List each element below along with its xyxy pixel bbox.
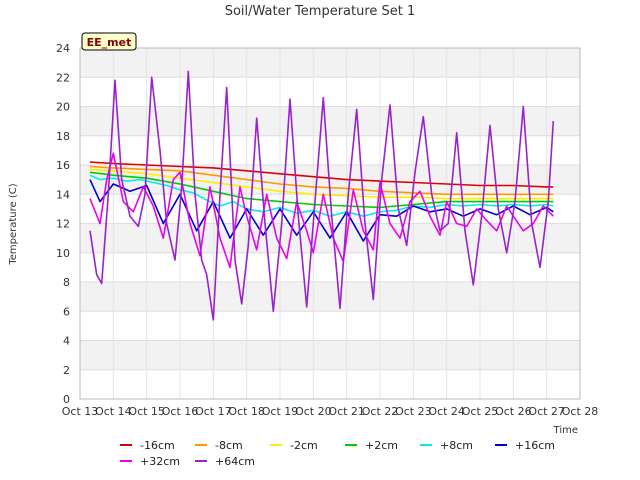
legend-label: -2cm [290, 439, 318, 452]
y-tick-label: 18 [56, 130, 70, 143]
plot-band [80, 282, 580, 312]
x-tick-label: Oct 28 [562, 405, 599, 418]
x-tick-label: Oct 16 [162, 405, 199, 418]
y-tick-label: 10 [56, 247, 70, 260]
series-line-32cm [89, 152, 554, 269]
plot-band [80, 340, 580, 370]
legend-label: -16cm [140, 439, 175, 452]
y-tick-label: 6 [63, 305, 70, 318]
x-tick-label: Oct 23 [395, 405, 432, 418]
plot-frame [79, 47, 581, 400]
legend-label: -8cm [215, 439, 243, 452]
y-axis-label: Temperature (C) [8, 183, 19, 265]
y-tick-label: 0 [63, 393, 70, 406]
y-tick-label: 8 [63, 276, 70, 289]
y-tick-label: 2 [63, 364, 70, 377]
x-tick-label: Oct 19 [262, 405, 299, 418]
x-axis-label: Time [553, 425, 578, 436]
y-tick-label: 14 [56, 188, 70, 201]
y-tick-label: 4 [63, 335, 70, 348]
x-tick-label: Oct 17 [195, 405, 232, 418]
y-tick-label: 24 [56, 42, 70, 55]
x-tick-label: Oct 24 [428, 405, 465, 418]
y-tick-label: 22 [56, 71, 70, 84]
x-tick-label: Oct 21 [328, 405, 365, 418]
legend-label: +8cm [440, 439, 473, 452]
x-tick-label: Oct 25 [462, 405, 499, 418]
y-tick-label: 16 [56, 159, 70, 172]
x-tick-label: Oct 22 [362, 405, 399, 418]
plot-band [80, 106, 580, 136]
x-tick-label: Oct 18 [228, 405, 265, 418]
series-line-64cm [89, 70, 555, 321]
x-tick-label: Oct 27 [528, 405, 565, 418]
legend-label: +2cm [365, 439, 398, 452]
plot-band [80, 48, 580, 78]
legend-label: +64cm [215, 455, 255, 468]
x-tick-label: Oct 14 [95, 405, 132, 418]
legend-label: +16cm [515, 439, 555, 452]
x-tick-label: Oct 13 [62, 405, 99, 418]
series-line-8cm [89, 174, 554, 217]
station-badge: EE_met [81, 32, 137, 51]
y-tick-label: 20 [56, 101, 70, 114]
x-tick-label: Oct 26 [495, 405, 532, 418]
chart-title: Soil/Water Temperature Set 1 [225, 4, 416, 19]
x-tick-label: Oct 20 [295, 405, 332, 418]
x-tick-label: Oct 15 [128, 405, 165, 418]
series-lines [89, 70, 555, 321]
station-badge-label: EE_met [87, 36, 132, 49]
y-tick-label: 12 [56, 218, 70, 231]
legend: -16cm -8cm -2cm +2cm +8cm +16cm +32cm +64cm [120, 439, 555, 468]
legend-label: +32cm [140, 455, 180, 468]
